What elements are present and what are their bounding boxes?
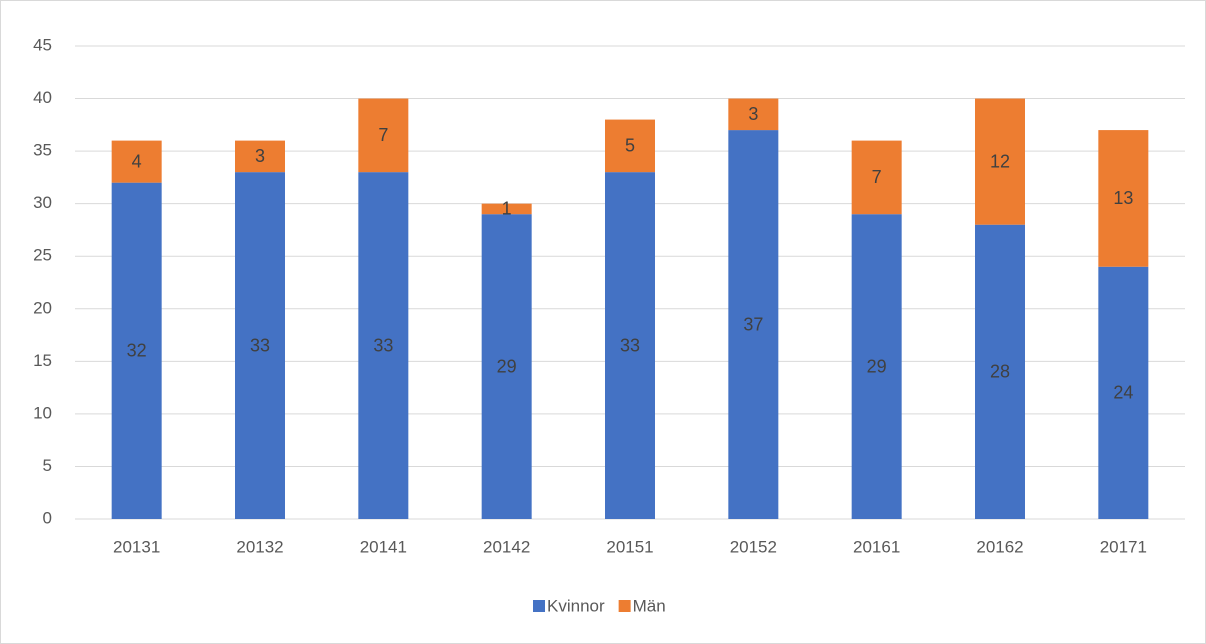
bar-segment bbox=[605, 119, 655, 173]
bar-segment bbox=[605, 172, 655, 519]
y-tick-label: 5 bbox=[43, 456, 52, 475]
data-label: 1 bbox=[502, 199, 512, 219]
data-label: 33 bbox=[620, 335, 640, 355]
data-label: 33 bbox=[250, 335, 270, 355]
bar-segment bbox=[1098, 266, 1149, 519]
y-tick-label: 40 bbox=[33, 88, 52, 107]
data-label: 37 bbox=[743, 314, 763, 334]
x-tick-label: 20142 bbox=[483, 537, 530, 556]
data-label: 29 bbox=[497, 356, 517, 376]
y-tick-label: 30 bbox=[33, 193, 52, 212]
legend-label: Kvinnor bbox=[547, 596, 605, 615]
data-label: 28 bbox=[990, 362, 1010, 382]
y-tick-label: 0 bbox=[43, 508, 52, 527]
data-label: 29 bbox=[867, 356, 887, 376]
bar-segment bbox=[111, 140, 162, 183]
data-label: 4 bbox=[132, 151, 142, 171]
bar-segment bbox=[975, 224, 1025, 519]
bar-segment bbox=[481, 214, 532, 519]
bar-segment bbox=[235, 172, 285, 519]
data-label: 3 bbox=[255, 146, 265, 166]
y-tick-label: 10 bbox=[33, 403, 52, 422]
y-tick-label: 35 bbox=[33, 141, 52, 160]
legend-swatch bbox=[533, 600, 545, 612]
data-label: 7 bbox=[378, 125, 388, 145]
x-tick-label: 20162 bbox=[976, 537, 1023, 556]
bar-segment bbox=[235, 140, 285, 173]
legend-swatch bbox=[618, 600, 631, 612]
bar-segment bbox=[728, 130, 779, 520]
bar-segment bbox=[358, 172, 409, 519]
y-tick-label: 15 bbox=[33, 351, 52, 370]
bar-segment bbox=[728, 98, 779, 131]
bar-segment bbox=[358, 98, 409, 173]
bar-segment bbox=[975, 98, 1025, 225]
data-label: 3 bbox=[748, 104, 758, 124]
data-label: 24 bbox=[1113, 383, 1133, 403]
y-tick-label: 25 bbox=[33, 246, 52, 265]
bar-segment bbox=[111, 182, 162, 519]
x-tick-label: 20161 bbox=[853, 537, 900, 556]
x-tick-label: 20171 bbox=[1100, 537, 1147, 556]
data-label: 5 bbox=[625, 136, 635, 156]
bar-segment bbox=[851, 140, 902, 215]
data-label: 7 bbox=[872, 167, 882, 187]
x-tick-label: 20141 bbox=[360, 537, 407, 556]
bar-segment bbox=[851, 214, 902, 519]
x-tick-label: 20132 bbox=[236, 537, 283, 556]
data-label: 13 bbox=[1113, 188, 1133, 208]
bar-segment bbox=[481, 203, 532, 215]
y-tick-label: 45 bbox=[33, 35, 52, 54]
legend-label: Män bbox=[633, 596, 666, 615]
x-tick-label: 20131 bbox=[113, 537, 160, 556]
data-label: 32 bbox=[127, 341, 147, 361]
x-tick-label: 20152 bbox=[730, 537, 777, 556]
x-tick-label: 20151 bbox=[606, 537, 653, 556]
data-label: 12 bbox=[990, 151, 1010, 171]
y-tick-label: 20 bbox=[33, 298, 52, 317]
bar-segment bbox=[1098, 130, 1149, 267]
data-label: 33 bbox=[373, 335, 393, 355]
